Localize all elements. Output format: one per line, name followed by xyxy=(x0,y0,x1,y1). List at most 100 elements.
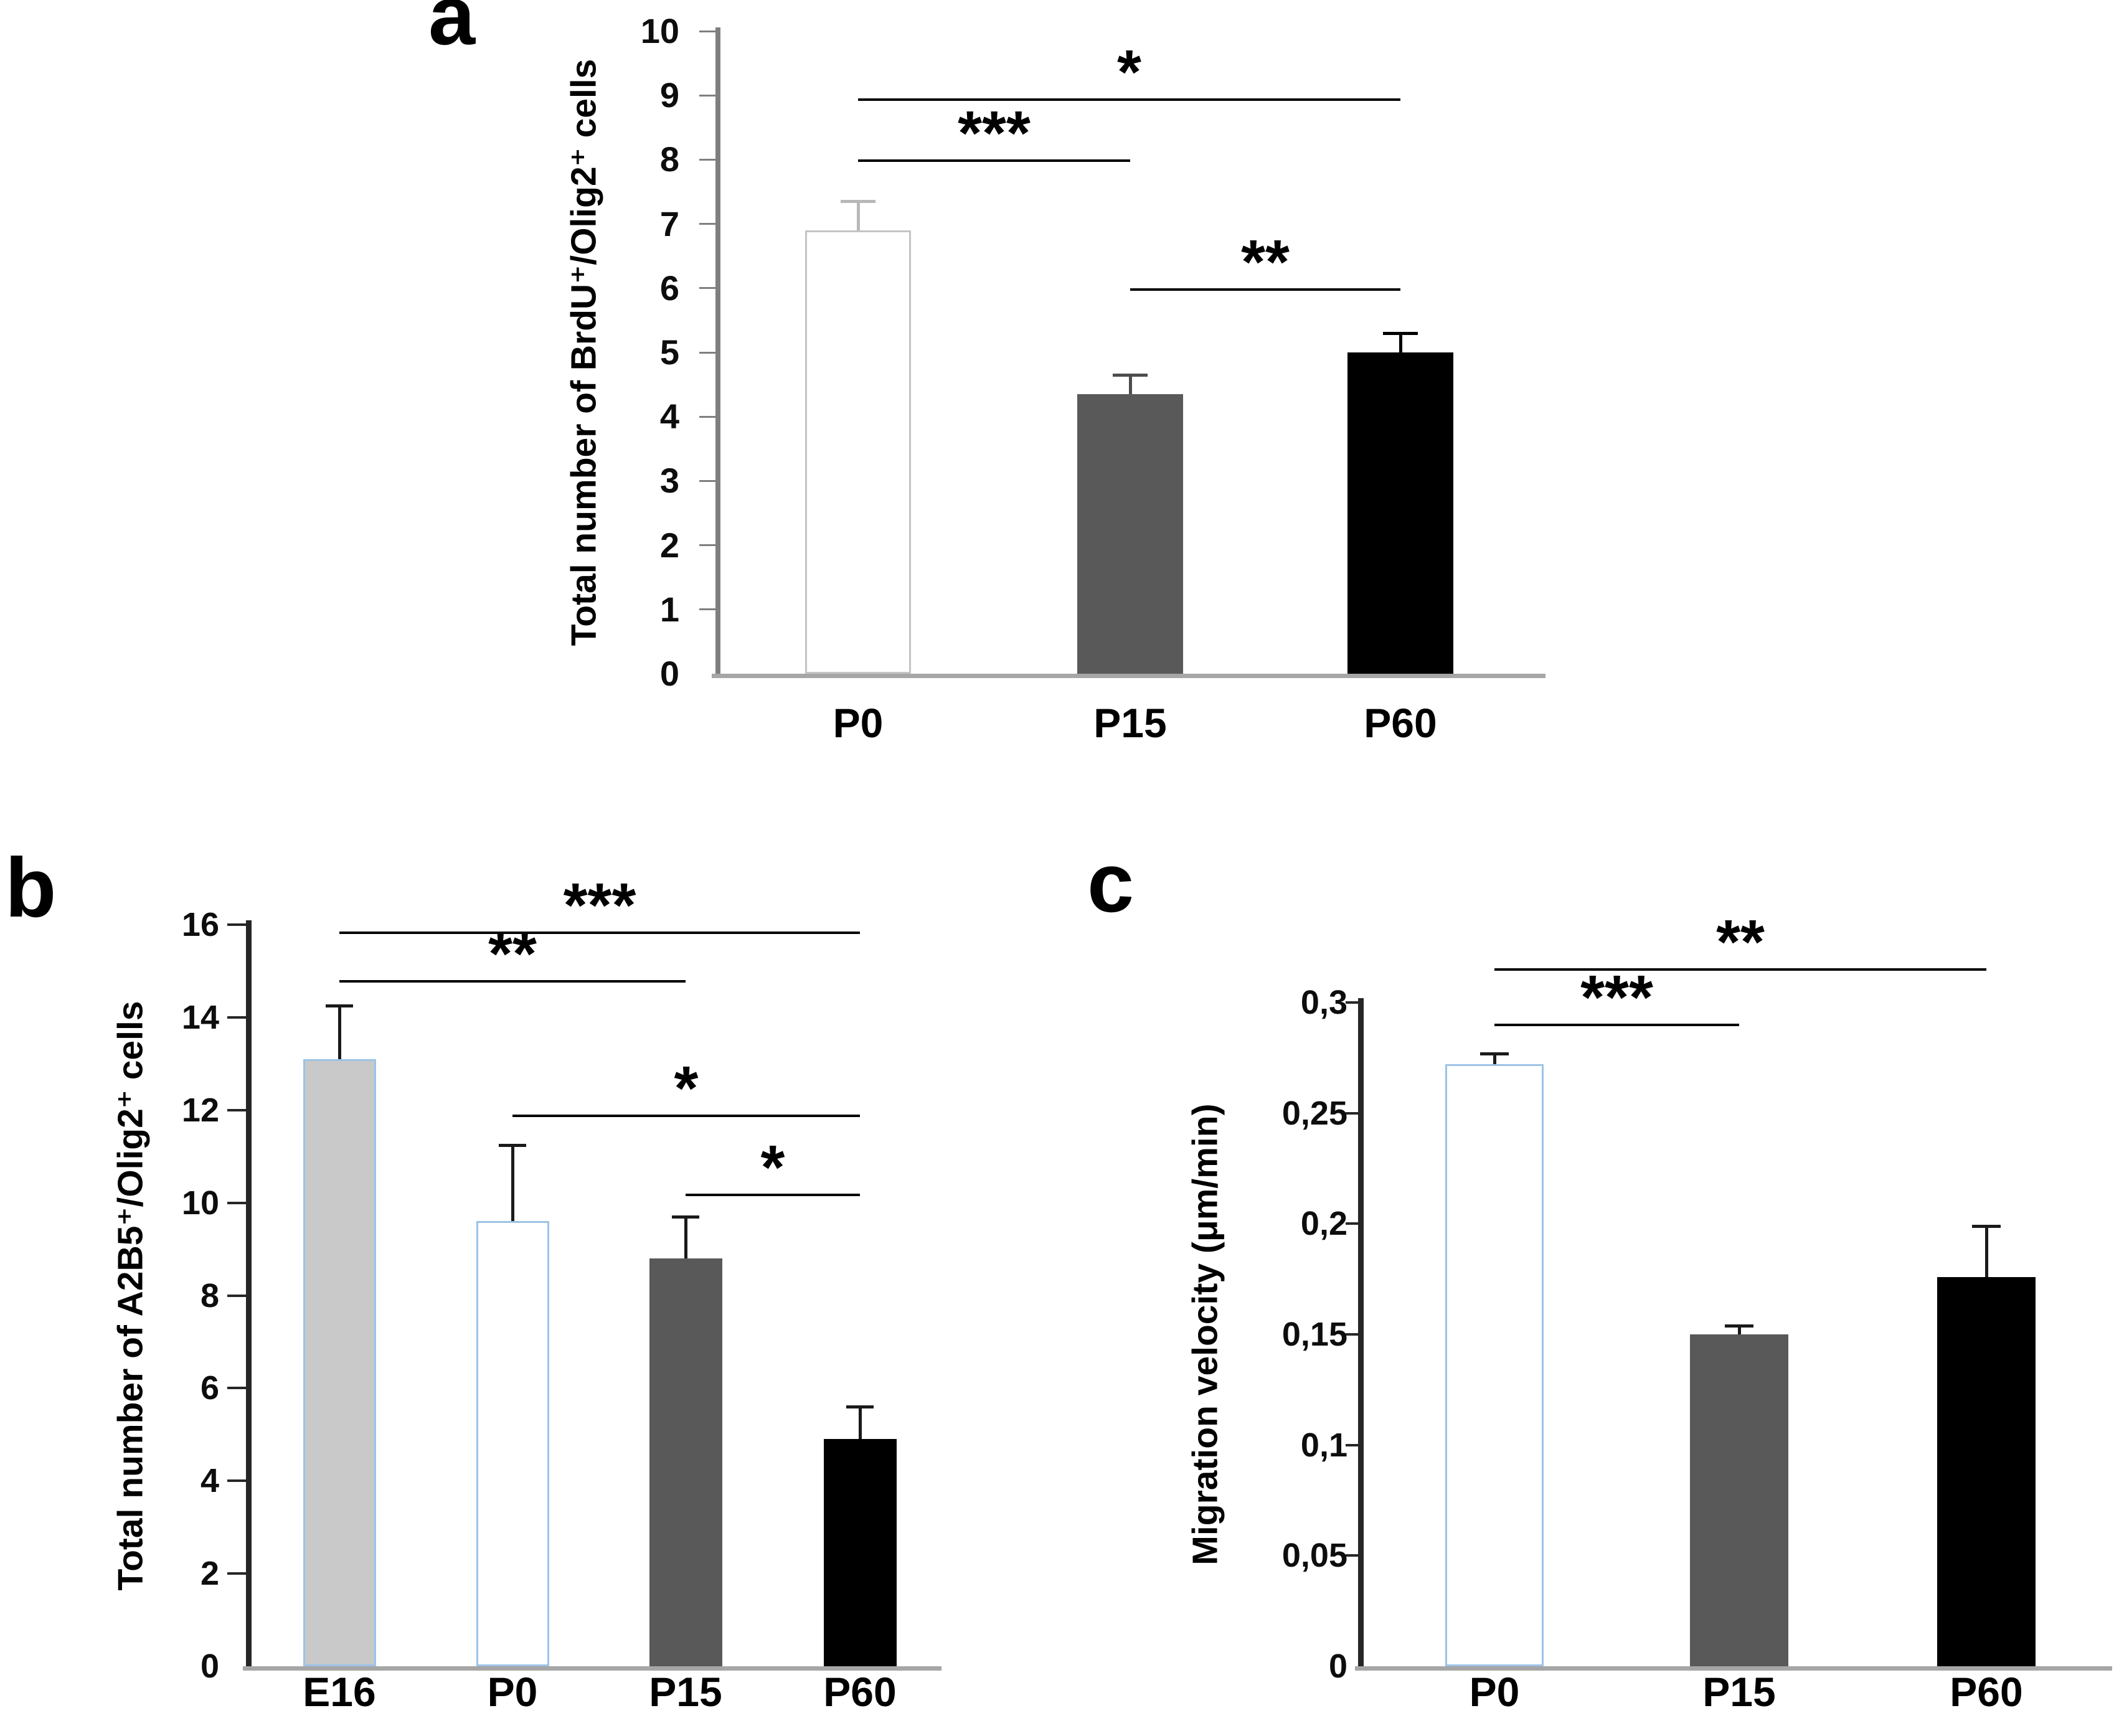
panel-c-ytick-label-0: 0 xyxy=(1328,1648,1347,1685)
panel-c-error-stem-P15 xyxy=(1737,1325,1741,1334)
panel-c-sig-stars-1-P0-P60: ** xyxy=(1716,907,1765,977)
panel-b-ytick-mark-8 xyxy=(227,1294,246,1297)
panel-a-ytick-label-10: 10 xyxy=(640,11,679,50)
panel-b-error-stem-P15 xyxy=(684,1216,687,1258)
panel-b-ytick-mark-14 xyxy=(227,1016,246,1019)
panel-a-category-P15: P15 xyxy=(1093,700,1167,746)
panel-b-ytick-label-2: 2 xyxy=(200,1555,219,1593)
panel-c-ytick-label-0,25: 0,25 xyxy=(1281,1094,1347,1132)
panel-c-category-P15: P15 xyxy=(1702,1669,1776,1715)
panel-a-y-axis xyxy=(715,27,720,678)
panel-b-ytick-label-0: 0 xyxy=(200,1648,219,1685)
panel-b-sig-stars-3-P0-P60: * xyxy=(674,1054,699,1124)
panel-a-sig-line-3-P15-P60 xyxy=(1130,288,1400,291)
panel-b-error-stem-P0 xyxy=(511,1144,514,1222)
panel-c-letter: c xyxy=(1087,836,1135,930)
panel-c-ytick-label-0,3: 0,3 xyxy=(1300,984,1347,1021)
panel-a-ytick-mark-6 xyxy=(699,287,715,290)
panel-a-sig-line-2-P0-P15 xyxy=(858,159,1130,163)
panel-c-bar-P0 xyxy=(1445,1064,1544,1666)
panel-a-ytick-mark-7 xyxy=(699,223,715,225)
panel-b-sig-line-1-E16-P60 xyxy=(339,932,860,935)
panel-b-error-cap-P60 xyxy=(846,1405,874,1409)
panel-b-ytick-mark-10 xyxy=(227,1201,246,1204)
panel-b-sig-line-4-P15-P60 xyxy=(686,1193,860,1196)
panel-a-ytick-mark-10 xyxy=(699,30,715,32)
panel-b-error-stem-P60 xyxy=(858,1407,862,1440)
panel-b-ytick-mark-6 xyxy=(227,1387,246,1390)
panel-a-ytick-label-3: 3 xyxy=(659,461,679,501)
panel-c-y-axis-title: Migration velocity (μm/min) xyxy=(1185,1103,1225,1565)
panel-b-sig-stars-2-E16-P15: ** xyxy=(488,919,537,989)
panel-a-ytick-label-9: 9 xyxy=(659,75,679,115)
panel-c-x-axis xyxy=(1355,1666,2112,1671)
panel-a-ytick-label-5: 5 xyxy=(659,333,679,372)
panel-a-ytick-label-7: 7 xyxy=(659,204,679,243)
panel-b-ytick-label-16: 16 xyxy=(181,906,219,943)
panel-b-y-axis-title: Total number of A2B5⁺/Olig2⁺ cells xyxy=(110,1000,151,1591)
panel-a-bar-P0 xyxy=(805,230,911,674)
panel-a-error-cap-P0 xyxy=(841,200,875,204)
panel-b-ytick-label-14: 14 xyxy=(181,998,219,1036)
panel-a-ytick-mark-8 xyxy=(699,158,715,161)
panel-c-ytick-mark-0,05 xyxy=(1346,1554,1358,1557)
panel-b-letter: b xyxy=(5,841,57,935)
panel-a-ytick-mark-2 xyxy=(699,544,715,547)
panel-a-sig-stars-1-P0-P60: * xyxy=(1117,37,1141,108)
panel-c-ytick-label-0,1: 0,1 xyxy=(1300,1426,1347,1464)
panel-a-error-cap-P15 xyxy=(1113,374,1148,377)
panel-c-bar-P60 xyxy=(1937,1276,2036,1666)
panel-a-ytick-mark-4 xyxy=(699,415,715,418)
panel-c-error-stem-P60 xyxy=(1984,1225,1988,1277)
panel-c-category-P60: P60 xyxy=(1950,1669,2023,1715)
panel-b-error-stem-E16 xyxy=(337,1006,341,1059)
panel-a-ytick-label-1: 1 xyxy=(659,589,679,629)
panel-a-error-cap-P60 xyxy=(1383,332,1418,336)
panel-a-bar-P15 xyxy=(1077,394,1183,674)
panel-c-error-cap-P15 xyxy=(1725,1324,1753,1328)
panel-a-letter: a xyxy=(428,0,476,62)
panel-a-bar-P60 xyxy=(1347,352,1453,674)
panel-b-category-P0: P0 xyxy=(487,1669,538,1715)
panel-c-sig-line-1-P0-P60 xyxy=(1494,968,1986,971)
panel-b-bar-E16 xyxy=(303,1059,376,1666)
panel-b-ytick-mark-16 xyxy=(227,923,246,926)
panel-c-ytick-mark-0,2 xyxy=(1346,1222,1358,1225)
panel-b-bar-P0 xyxy=(476,1221,549,1666)
panel-a-y-axis-title: Total number of BrdU⁺/Olig2⁺ cells xyxy=(564,59,604,646)
panel-c-ytick-label-0,2: 0,2 xyxy=(1300,1205,1347,1243)
panel-a-ytick-label-2: 2 xyxy=(659,525,679,565)
panel-b-sig-line-3-P0-P60 xyxy=(512,1115,860,1118)
panel-b-error-cap-E16 xyxy=(326,1004,353,1008)
panel-b-ytick-label-12: 12 xyxy=(181,1091,219,1129)
panel-c-category-P0: P0 xyxy=(1469,1669,1520,1715)
panel-b-ytick-mark-2 xyxy=(227,1572,246,1575)
panel-b-sig-stars-4-P15-P60: * xyxy=(760,1132,785,1202)
panel-b-bar-P60 xyxy=(823,1439,897,1666)
panel-b-sig-line-2-E16-P15 xyxy=(339,980,686,983)
panel-a-category-P60: P60 xyxy=(1364,700,1437,746)
panel-c-ytick-mark-0,25 xyxy=(1346,1111,1358,1115)
panel-b-ytick-label-8: 8 xyxy=(200,1276,219,1314)
panel-c-ytick-mark-0,1 xyxy=(1346,1443,1358,1446)
panel-a-sig-line-1-P0-P60 xyxy=(858,98,1400,101)
panel-a-ytick-mark-5 xyxy=(699,351,715,354)
panel-c-bar-P15 xyxy=(1690,1334,1788,1666)
panel-c-error-cap-P0 xyxy=(1480,1052,1509,1055)
panel-b-category-P60: P60 xyxy=(823,1669,897,1715)
panel-a-ytick-label-4: 4 xyxy=(659,397,679,436)
panel-a-ytick-mark-3 xyxy=(699,479,715,482)
panel-b-ytick-mark-4 xyxy=(227,1479,246,1483)
panel-a-error-stem-P60 xyxy=(1399,333,1402,352)
panel-a-category-P0: P0 xyxy=(833,700,884,746)
panel-c-ytick-label-0,05: 0,05 xyxy=(1281,1537,1347,1575)
panel-b-ytick-label-6: 6 xyxy=(200,1369,219,1407)
panel-a-ytick-label-0: 0 xyxy=(659,654,679,693)
panel-c-error-stem-P0 xyxy=(1493,1053,1496,1065)
panel-b-sig-stars-1-E16-P60: *** xyxy=(563,870,636,941)
panel-b-error-cap-P0 xyxy=(499,1143,526,1147)
panel-b-category-P15: P15 xyxy=(649,1669,722,1715)
panel-a-ytick-mark-1 xyxy=(699,608,715,611)
panel-b-x-axis xyxy=(243,1666,941,1671)
